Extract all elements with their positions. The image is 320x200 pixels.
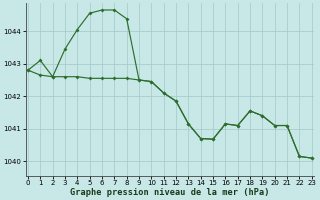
X-axis label: Graphe pression niveau de la mer (hPa): Graphe pression niveau de la mer (hPa) — [70, 188, 270, 197]
